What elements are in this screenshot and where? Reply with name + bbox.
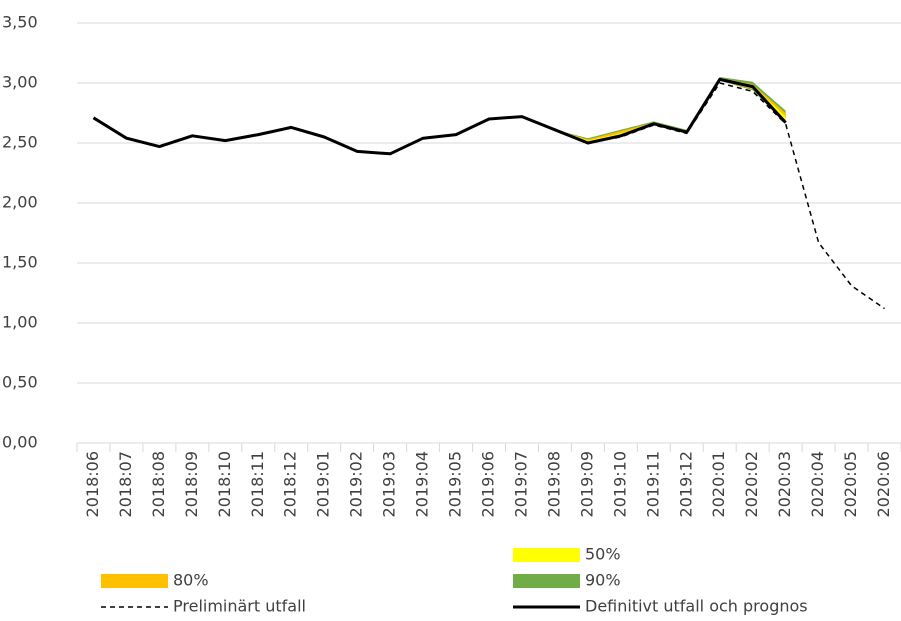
x-tick-label: 2018:10 [215, 451, 234, 517]
x-tick-label: 2019:05 [446, 451, 465, 517]
x-tick-label: 2018:06 [83, 451, 102, 517]
x-tick-label: 2019:03 [380, 451, 399, 517]
x-tick-label: 2019:07 [511, 451, 530, 517]
y-tick-label: 1,50 [2, 253, 38, 272]
legend-swatch [513, 548, 580, 562]
x-tick-label: 2019:11 [643, 451, 662, 517]
x-tick-label: 2020:03 [775, 451, 794, 517]
y-tick-label: 3,00 [2, 73, 38, 92]
x-tick-label: 2019:01 [314, 451, 333, 517]
x-tick-label: 2020:02 [742, 451, 761, 517]
x-tick-label: 2018:12 [281, 451, 300, 517]
x-tick-label: 2019:08 [544, 451, 563, 517]
x-tick-label: 2019:12 [676, 451, 695, 517]
legend-swatch [101, 574, 168, 588]
x-tick-label: 2019:06 [479, 451, 498, 517]
x-tick-label: 2018:08 [149, 451, 168, 517]
x-tick-label: 2018:11 [248, 451, 267, 517]
y-tick-label: 0,00 [2, 433, 38, 452]
legend-label: 90% [585, 571, 621, 590]
y-tick-label: 0,50 [2, 373, 38, 392]
x-tick-label: 2018:07 [116, 451, 135, 517]
x-tick-label: 2019:09 [577, 451, 596, 517]
x-tick-label: 2020:05 [841, 451, 860, 517]
x-tick-label: 2019:02 [347, 451, 366, 517]
x-tick-label: 2020:04 [808, 451, 827, 517]
solid-line [92, 77, 787, 156]
legend-label: Preliminärt utfall [173, 597, 306, 616]
legend-label: Definitivt utfall och prognos [585, 597, 808, 616]
x-tick-label: 2019:04 [413, 451, 432, 517]
legend-label: 50% [585, 545, 621, 564]
legend-label: 80% [173, 571, 209, 590]
x-tick-label: 2019:10 [610, 451, 629, 517]
dashed-line [554, 82, 885, 310]
x-tick-label: 2018:09 [182, 451, 201, 517]
x-tick-label: 2020:01 [709, 451, 728, 517]
y-tick-label: 2,50 [2, 133, 38, 152]
legend-swatch [513, 574, 580, 588]
band-area [554, 78, 786, 145]
x-tick-label: 2020:06 [874, 451, 893, 517]
y-tick-label: 1,00 [2, 313, 38, 332]
y-tick-label: 2,00 [2, 193, 38, 212]
y-tick-label: 3,50 [2, 13, 38, 32]
